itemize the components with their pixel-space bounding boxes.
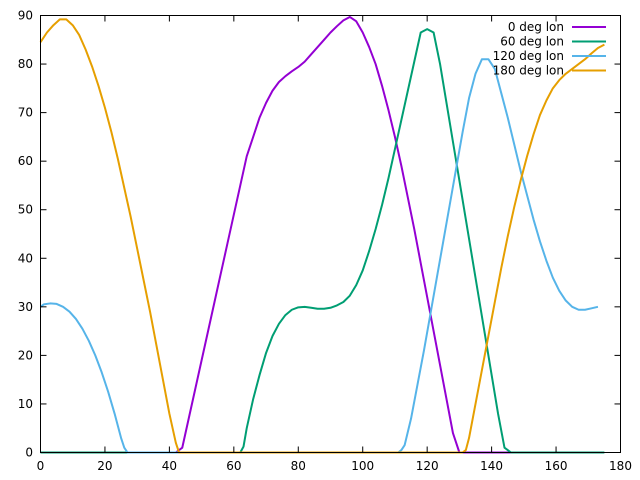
y-tick-label-8: 80 bbox=[18, 57, 33, 71]
y-tick-label-5: 50 bbox=[18, 203, 33, 217]
y-tick-label-2: 20 bbox=[18, 348, 33, 362]
x-tick-label-9: 180 bbox=[609, 459, 632, 473]
x-tick-label-1: 20 bbox=[97, 459, 112, 473]
x-tick-label-4: 80 bbox=[291, 459, 306, 473]
x-tick-label-5: 100 bbox=[351, 459, 374, 473]
y-tick-label-6: 60 bbox=[18, 154, 33, 168]
x-tick-label-3: 60 bbox=[226, 459, 241, 473]
x-tick-label-0: 0 bbox=[37, 459, 45, 473]
series-line-1 bbox=[40, 28, 605, 454]
y-tick-label-7: 70 bbox=[18, 106, 33, 120]
y-tick-label-0: 0 bbox=[25, 446, 33, 460]
y-tick-label-4: 40 bbox=[18, 251, 33, 265]
y-tick-label-9: 90 bbox=[18, 9, 33, 23]
x-tick-label-6: 120 bbox=[416, 459, 439, 473]
x-tick-label-7: 140 bbox=[480, 459, 503, 473]
legend-label-3: 180 deg lon bbox=[493, 64, 564, 78]
y-tick-label-3: 30 bbox=[18, 300, 33, 314]
legend-label-0: 0 deg lon bbox=[508, 20, 564, 34]
x-tick-label-8: 160 bbox=[545, 459, 568, 473]
x-tick-label-2: 40 bbox=[162, 459, 177, 473]
y-tick-label-1: 10 bbox=[18, 397, 33, 411]
plot-frame bbox=[40, 15, 621, 453]
axes-layer: 0 20 40 60 80 100 120 140 160 180 0 10 20 30 40 50 60 70 8… bbox=[18, 9, 632, 474]
legend-label-2: 120 deg lon bbox=[493, 49, 564, 63]
series-line-2 bbox=[39, 58, 599, 454]
series-line-0 bbox=[40, 15, 524, 454]
legend-label-1: 60 deg lon bbox=[500, 35, 564, 49]
